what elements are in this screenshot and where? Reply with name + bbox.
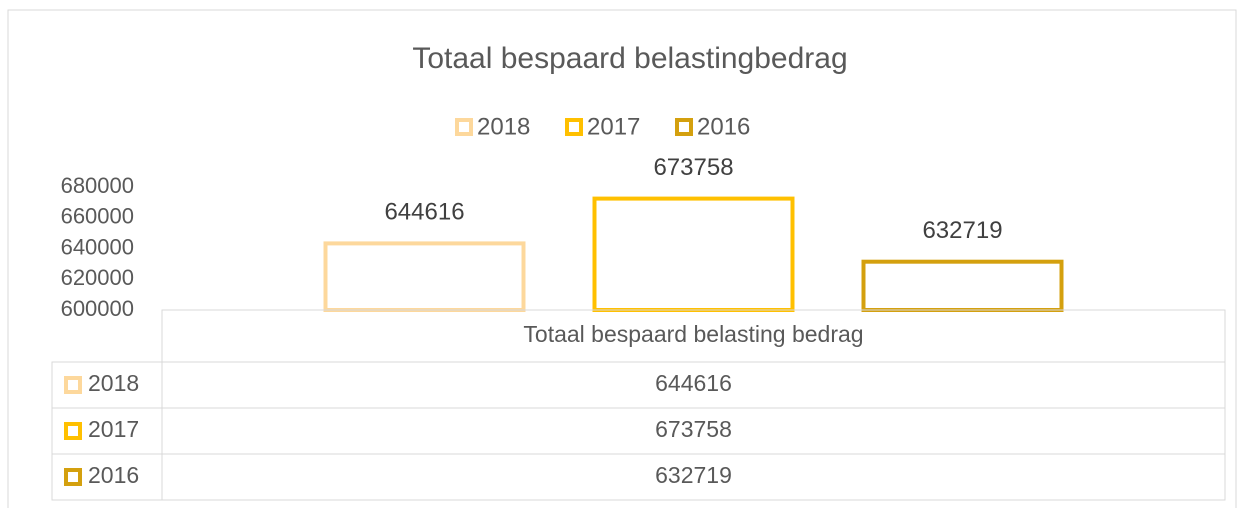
y-tick-label: 660000 (61, 204, 134, 229)
table-legend-key (64, 422, 82, 440)
table-series-name: 2016 (88, 462, 139, 488)
legend-key (675, 118, 693, 136)
chart-area (7, 9, 1237, 508)
chart-title: Totaal bespaard belastingbedrag (412, 42, 847, 75)
y-tick-label: 620000 (61, 265, 134, 290)
data-label: 644616 (384, 199, 464, 226)
table-value: 673758 (655, 416, 732, 442)
legend-key (565, 118, 583, 136)
table-series-name: 2017 (88, 416, 139, 442)
data-label: 632719 (922, 217, 1002, 244)
table-legend-key (64, 376, 82, 394)
y-tick-label: 640000 (61, 234, 134, 259)
y-tick-label: 600000 (61, 296, 134, 321)
table-legend-key (64, 468, 82, 486)
table-series-name: 2018 (88, 370, 139, 396)
legend-key (455, 118, 473, 136)
legend-label: 2017 (587, 113, 640, 140)
data-label: 673758 (653, 154, 733, 181)
table-value: 632719 (655, 462, 732, 488)
table-border (51, 453, 1226, 501)
y-tick-label: 680000 (61, 173, 134, 198)
legend-label: 2016 (697, 113, 750, 140)
table-value: 644616 (655, 370, 732, 396)
table-header: Totaal bespaard belasting bedrag (523, 321, 863, 347)
legend-label: 2018 (477, 113, 530, 140)
